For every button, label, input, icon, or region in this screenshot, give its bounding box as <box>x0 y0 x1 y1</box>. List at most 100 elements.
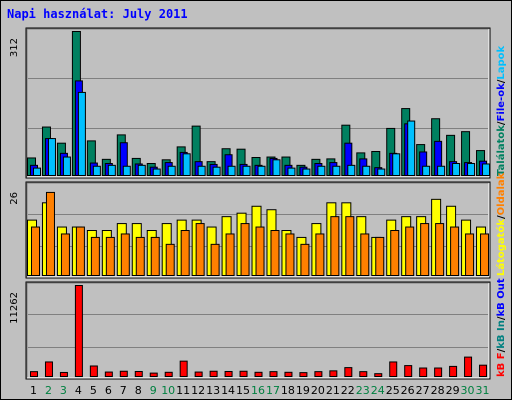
x-tick-label: 14 <box>221 384 235 397</box>
bar-kbf <box>284 371 293 377</box>
bar-pages <box>422 165 431 176</box>
bar-pages <box>122 165 131 176</box>
bar-kbf <box>464 356 473 378</box>
bar-pages <box>407 120 416 176</box>
bar-sites <box>165 243 175 277</box>
x-tick-label: 7 <box>120 384 127 397</box>
bar-sites <box>210 243 220 277</box>
x-tick-label: 3 <box>60 384 67 397</box>
bar-pages <box>107 164 116 177</box>
bar-kbf <box>329 370 338 377</box>
bar-kbf <box>254 371 263 377</box>
bar-sites <box>195 223 205 276</box>
bar-pages <box>167 165 176 176</box>
bar-kbf <box>269 371 278 377</box>
bar-pages <box>377 168 386 177</box>
x-tick-label: 22 <box>341 384 355 397</box>
bar-sites <box>480 233 490 276</box>
bar-sites <box>45 191 55 276</box>
y-max-label-kbytes: 11262 <box>9 292 20 324</box>
bar-kbf <box>74 285 83 377</box>
bar-kbf <box>119 370 128 378</box>
bar-pages <box>272 159 281 177</box>
bar-kbf <box>89 365 98 377</box>
bar-kbf <box>239 370 248 378</box>
legend-kbytes: kB F/kB In/kB Out <box>496 278 507 377</box>
x-tick-label: 18 <box>281 384 295 397</box>
bar-pages <box>152 168 161 177</box>
x-tick-label: 30 <box>461 384 475 397</box>
bar-pages <box>33 167 41 177</box>
bar-sites <box>105 236 115 277</box>
bar-sites <box>135 236 145 277</box>
x-tick-label: 31 <box>476 384 490 397</box>
bar-kbf <box>359 371 368 377</box>
bar-pages <box>287 167 296 177</box>
chart-title: Napi használat: July 2011 <box>7 7 188 21</box>
bar-kbf <box>179 360 188 378</box>
bar-pages <box>317 165 326 176</box>
bar-sites <box>270 230 280 276</box>
bar-sites <box>435 223 445 276</box>
bar-sites <box>465 233 475 276</box>
bar-kbf <box>374 373 383 377</box>
x-tick-label: 29 <box>446 384 460 397</box>
bar-pages <box>77 91 86 176</box>
x-tick-label: 8 <box>135 384 142 397</box>
bar-sites <box>75 226 85 277</box>
bar-sites <box>450 226 460 277</box>
bar-pages <box>362 165 371 176</box>
x-tick-label: 13 <box>206 384 220 397</box>
bar-pages <box>212 166 221 176</box>
bar-pages <box>392 153 401 177</box>
bar-kbf <box>389 361 398 377</box>
bar-pages <box>137 164 146 177</box>
bar-sites <box>345 216 355 276</box>
bar-kbf <box>104 371 113 377</box>
bar-kbf <box>30 371 38 377</box>
bar-pages <box>467 163 476 176</box>
bar-pages <box>47 138 56 176</box>
bar-sites <box>225 233 235 276</box>
bar-pages <box>452 163 461 176</box>
bar-kbf <box>299 372 308 377</box>
bar-sites <box>285 233 295 276</box>
x-tick-label: 6 <box>105 384 112 397</box>
x-tick-label: 9 <box>150 384 157 397</box>
x-tick-label: 20 <box>311 384 325 397</box>
bar-sites <box>405 226 415 277</box>
bar-sites <box>150 236 160 277</box>
bar-kbf <box>194 371 203 377</box>
bar-sites <box>31 226 40 277</box>
x-tick-label: 10 <box>161 384 175 397</box>
bar-kbf <box>314 371 323 377</box>
bar-sites <box>60 233 70 276</box>
bar-pages <box>62 156 71 177</box>
x-tick-label: 21 <box>326 384 340 397</box>
bar-pages <box>227 165 236 176</box>
bar-kbf <box>224 370 233 378</box>
bar-kbf <box>149 372 158 378</box>
bar-pages <box>437 165 446 176</box>
bar-sites <box>120 233 130 276</box>
x-tick-label: 24 <box>371 384 385 397</box>
x-tick-label: 26 <box>401 384 415 397</box>
bar-pages <box>347 164 356 177</box>
bar-sites <box>315 233 325 276</box>
bar-sites <box>390 230 400 276</box>
bar-kbf <box>419 367 428 377</box>
bar-pages <box>242 165 251 176</box>
bar-kbf <box>404 365 413 378</box>
bar-kbf <box>59 371 68 378</box>
bar-kbf <box>44 361 53 377</box>
x-tick-label: 5 <box>90 384 97 397</box>
x-tick-label: 28 <box>431 384 445 397</box>
bar-pages <box>482 163 491 176</box>
y-max-label-hits: 312 <box>9 38 20 57</box>
bar-kbf <box>479 364 488 377</box>
bar-sites <box>330 216 340 276</box>
bar-sites <box>90 236 100 277</box>
bar-kbf <box>344 367 353 377</box>
